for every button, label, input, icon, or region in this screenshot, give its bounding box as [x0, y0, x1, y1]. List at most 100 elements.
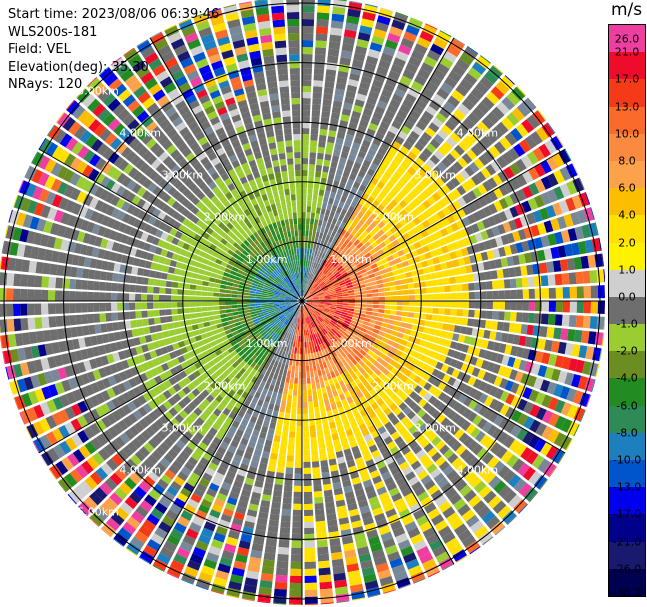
range-gate [429, 154, 440, 165]
range-gate [541, 122, 555, 138]
range-gate [364, 392, 372, 401]
range-gate [334, 286, 341, 290]
range-gate [302, 73, 312, 81]
range-gate [404, 328, 412, 335]
range-gate [321, 266, 326, 273]
range-gate [348, 295, 355, 299]
range-gate [408, 56, 422, 68]
range-gate [207, 311, 215, 316]
range-gate [278, 411, 285, 419]
range-gate [362, 379, 370, 387]
range-gate [302, 110, 311, 117]
range-gate [154, 317, 161, 325]
range-gate [350, 200, 358, 208]
range-gate [319, 343, 324, 351]
range-gate [328, 331, 334, 338]
range-gate [478, 272, 486, 281]
range-gate [339, 393, 346, 401]
range-gate [449, 341, 458, 350]
range-gate [446, 332, 454, 340]
range-gate [106, 272, 114, 281]
range-gate [424, 273, 432, 281]
range-gate [552, 153, 565, 168]
range-gate [474, 253, 483, 263]
range-gate [501, 332, 509, 343]
range-gate [492, 213, 502, 225]
range-gate [397, 357, 406, 365]
range-gate [327, 324, 333, 330]
range-gate [492, 280, 499, 290]
range-gate [424, 341, 433, 349]
range-gate [307, 188, 313, 195]
range-gate [576, 209, 588, 224]
range-gate [386, 242, 395, 250]
range-gate [446, 512, 460, 525]
range-gate [390, 291, 397, 296]
range-gate [396, 301, 403, 306]
range-gate [467, 411, 478, 423]
range-gate [273, 484, 283, 491]
range-gate [478, 405, 489, 417]
range-gate [305, 293, 311, 298]
range-gate [342, 36, 356, 46]
range-gate [344, 491, 355, 500]
range-gate [498, 417, 510, 430]
range-gate [348, 388, 356, 396]
range-gate [305, 292, 310, 298]
range-gate [382, 185, 391, 194]
range-gate [402, 301, 409, 306]
range-gate [355, 456, 364, 465]
range-gate [267, 427, 275, 435]
range-gate [513, 217, 523, 229]
range-gate [358, 330, 366, 336]
range-gate [302, 80, 312, 87]
range-gate [441, 270, 449, 278]
range-gate [331, 186, 338, 194]
range-gate [464, 452, 476, 465]
range-gate [358, 197, 366, 206]
range-gate [343, 263, 350, 270]
range-gate [331, 433, 339, 441]
range-gate [327, 391, 334, 399]
range-gate [361, 272, 368, 278]
range-gate [537, 458, 551, 473]
range-gate [347, 434, 356, 443]
range-gate [325, 440, 333, 448]
range-gate [509, 243, 518, 255]
range-gate [304, 248, 307, 255]
range-gate [366, 255, 374, 262]
range-gate [502, 221, 512, 233]
range-gate [330, 291, 337, 295]
range-gate [583, 285, 591, 299]
range-gate [329, 266, 335, 272]
range-gate [366, 269, 374, 275]
range-gate [304, 311, 308, 318]
range-gate [328, 458, 337, 466]
range-gate [213, 306, 220, 311]
range-gate [463, 46, 478, 60]
range-gate [385, 508, 397, 518]
range-gate [362, 363, 370, 371]
range-gate [349, 301, 356, 304]
range-gate [442, 506, 456, 519]
range-gate [368, 237, 376, 245]
range-gate [378, 525, 391, 536]
range-gate [302, 19, 315, 27]
range-gate [537, 109, 547, 121]
range-gate [424, 251, 432, 260]
range-gate [281, 436, 288, 444]
range-gate [306, 248, 310, 255]
range-gate [312, 283, 318, 289]
range-gate [578, 177, 585, 190]
range-gate [87, 313, 95, 324]
range-gate [341, 288, 348, 293]
range-gate [401, 284, 409, 290]
range-gate [99, 302, 106, 312]
range-gate [316, 430, 324, 438]
range-gate [408, 400, 418, 410]
range-gate [371, 252, 379, 259]
range-gate [315, 207, 321, 214]
range-gate [528, 470, 542, 486]
range-gate [325, 234, 331, 242]
range-gate [337, 367, 344, 375]
